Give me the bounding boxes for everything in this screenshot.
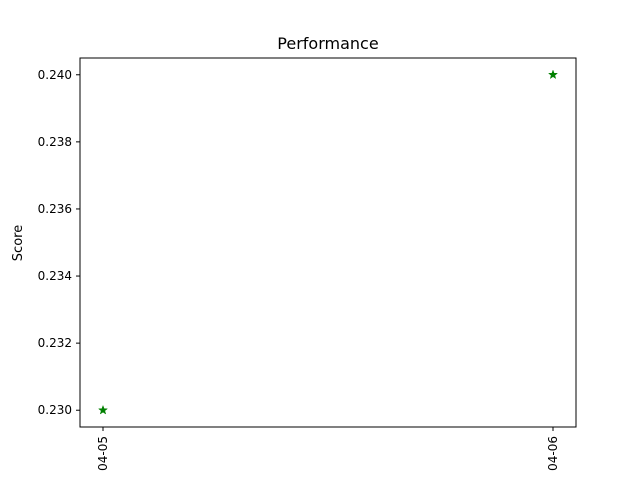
y-tick-label: 0.238 bbox=[38, 135, 72, 149]
y-tick-label: 0.232 bbox=[38, 336, 72, 350]
chart-title: Performance bbox=[277, 34, 378, 53]
y-tick-label: 0.234 bbox=[38, 269, 72, 283]
x-tick-label: 04-06 bbox=[546, 436, 560, 471]
y-axis: 0.230 0.232 0.234 0.236 0.238 0.240 bbox=[38, 68, 80, 417]
plot-area-frame bbox=[79, 57, 577, 428]
y-tick-label: 0.230 bbox=[38, 403, 72, 417]
data-point-star bbox=[547, 69, 559, 80]
data-series bbox=[97, 69, 559, 415]
y-tick-label: 0.236 bbox=[38, 202, 72, 216]
y-tick-label: 0.240 bbox=[38, 68, 72, 82]
data-point-star bbox=[97, 404, 109, 415]
x-axis: 04-05 04-06 bbox=[96, 427, 560, 471]
y-axis-label: Score bbox=[11, 225, 26, 261]
x-tick-label: 04-05 bbox=[96, 436, 110, 471]
